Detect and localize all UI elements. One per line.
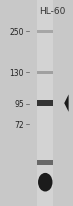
Bar	[37, 160, 53, 165]
Polygon shape	[64, 95, 69, 112]
Bar	[37, 100, 53, 107]
Ellipse shape	[38, 173, 52, 192]
Bar	[37, 71, 53, 75]
Text: HL-60: HL-60	[39, 7, 66, 16]
Bar	[37, 30, 53, 33]
Text: 72: 72	[14, 120, 24, 129]
Bar	[37, 0, 53, 206]
Text: 130: 130	[10, 69, 24, 78]
Text: 250: 250	[10, 27, 24, 36]
Text: 95: 95	[14, 99, 24, 109]
